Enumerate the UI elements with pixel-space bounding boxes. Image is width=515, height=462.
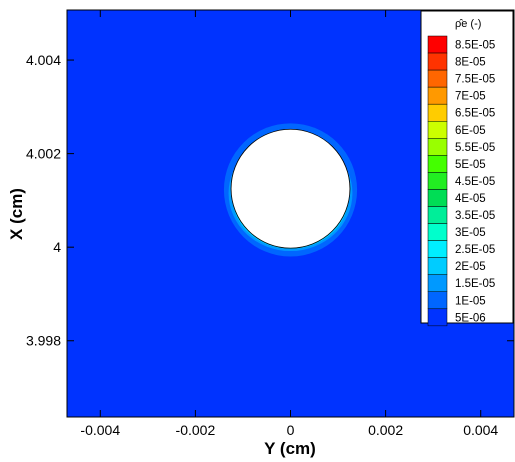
legend-swatch [427, 52, 448, 71]
legend-label: 3E-05 [455, 227, 486, 239]
legend-label: 8.5E-05 [455, 40, 495, 52]
legend: ρ̂e (-) 8.5E-05 8E-05 7.5E-05 7E-05 6.5E-05 6… [420, 10, 514, 327]
legend-label: 5.5E-05 [455, 142, 495, 154]
legend-label: 5E-05 [455, 159, 486, 171]
legend-label: 2.5E-05 [455, 244, 495, 256]
legend-swatch [427, 121, 448, 139]
legend-swatch [427, 155, 448, 173]
legend-label: 5E-06 [455, 312, 486, 324]
y-tick-label: 4.004 [26, 52, 61, 68]
legend-swatch [427, 223, 448, 241]
legend-label: 3.5E-05 [455, 210, 495, 222]
legend-label: 6E-05 [455, 125, 486, 137]
legend-swatch [427, 257, 448, 275]
obstacle-circle [230, 128, 351, 249]
legend-swatch [427, 138, 448, 156]
legend-label: 4.5E-05 [455, 176, 495, 188]
legend-swatch [427, 172, 448, 190]
legend-label: 7E-05 [455, 91, 486, 103]
x-tick-label: -0.002 [176, 422, 216, 438]
legend-label: 4E-05 [455, 193, 486, 205]
legend-label: 7.5E-05 [455, 74, 495, 86]
legend-swatch [427, 274, 448, 293]
legend-label: 1.5E-05 [455, 278, 495, 290]
legend-swatch [427, 189, 448, 207]
legend-items: 8.5E-05 8E-05 7.5E-05 7E-05 6.5E-05 6E-05 5.5E… [427, 35, 495, 327]
x-axis-label: Y (cm) [264, 439, 316, 458]
x-axis-ticks: -0.004 -0.002 0 0.002 0.004 [80, 10, 498, 438]
legend-label: 2E-05 [455, 261, 486, 273]
y-axis-label: X (cm) [7, 188, 26, 240]
y-tick-label: 3.998 [26, 333, 61, 349]
legend-title: ρ̂e (-) [455, 18, 481, 30]
legend-swatch [427, 69, 448, 88]
legend-swatch [427, 308, 448, 327]
y-tick-label: 4.002 [26, 146, 61, 162]
legend-swatch [427, 291, 448, 310]
legend-swatch [427, 103, 448, 122]
x-tick-label: 0 [287, 422, 295, 438]
x-tick-label: 0.002 [368, 422, 403, 438]
x-tick-label: -0.004 [80, 422, 120, 438]
legend-swatch [427, 240, 448, 258]
legend-swatch [427, 206, 448, 224]
legend-label: 6.5E-05 [455, 108, 495, 120]
legend-swatch [427, 86, 448, 105]
legend-label: 8E-05 [455, 57, 486, 69]
legend-swatch [427, 35, 448, 54]
x-tick-label: 0.004 [463, 422, 498, 438]
y-tick-label: 4 [53, 239, 61, 255]
legend-label: 1E-05 [455, 295, 486, 307]
y-axis-ticks: 3.998 4 4.002 4.004 [26, 52, 514, 349]
